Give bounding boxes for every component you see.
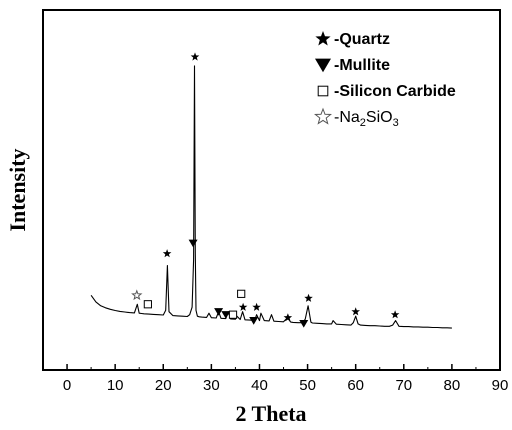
peak-markers: [131, 52, 400, 328]
y-axis-title: Intensity: [5, 148, 30, 231]
peak-marker-triangle-down: [188, 239, 198, 248]
x-tick-label: 60: [347, 377, 364, 394]
x-tick-label: 40: [251, 377, 268, 394]
legend-symbol-star-filled: [315, 31, 331, 46]
peak-marker-triangle-down: [214, 308, 224, 316]
x-axis-title: 2 Theta: [235, 401, 306, 426]
peak-marker-triangle-down: [221, 311, 231, 319]
peak-marker-star-filled: [390, 310, 400, 319]
legend-symbol-triangle-down: [315, 58, 331, 73]
peak-marker-star-filled: [238, 302, 248, 311]
legend-label: -Quartz: [334, 31, 390, 48]
series-line: [90, 65, 452, 329]
peak-marker-star-open: [131, 289, 143, 301]
legend-symbol-star-open: [314, 107, 332, 125]
plot-frame: [42, 9, 501, 371]
x-axis-ticks: 0 10 20 30 40 50 60 70 80 90: [63, 364, 508, 394]
x-tick-label: 30: [203, 377, 220, 394]
peak-marker-star-filled: [190, 52, 200, 61]
x-tick-label: 70: [395, 377, 412, 394]
peak-marker-square-open: [237, 289, 246, 298]
legend: -Quartz -Mullite -Silicon Carbide -Na2SiO3: [314, 31, 456, 129]
peak-marker-star-filled: [351, 307, 360, 316]
peak-marker-triangle-down: [249, 317, 259, 325]
x-tick-label: 90: [492, 377, 509, 394]
peak-marker-star-filled: [304, 293, 313, 302]
x-tick-label: 0: [63, 377, 71, 394]
peak-marker-star-filled: [283, 313, 293, 322]
x-tick-label: 20: [155, 377, 172, 394]
x-tick-label: 10: [107, 377, 124, 394]
peak-marker-square-open: [143, 300, 152, 309]
legend-label: -Silicon Carbide: [334, 83, 456, 100]
peak-marker-triangle-down: [299, 320, 309, 328]
legend-label: -Na2SiO3: [334, 109, 399, 129]
peak-marker-square-open: [228, 310, 238, 319]
x-tick-label: 80: [444, 377, 461, 394]
legend-label: -Mullite: [334, 57, 390, 74]
x-tick-label: 50: [299, 377, 316, 394]
peak-marker-star-filled: [162, 249, 172, 258]
legend-symbol-square-open: [317, 85, 329, 97]
peak-marker-star-filled: [252, 302, 261, 311]
